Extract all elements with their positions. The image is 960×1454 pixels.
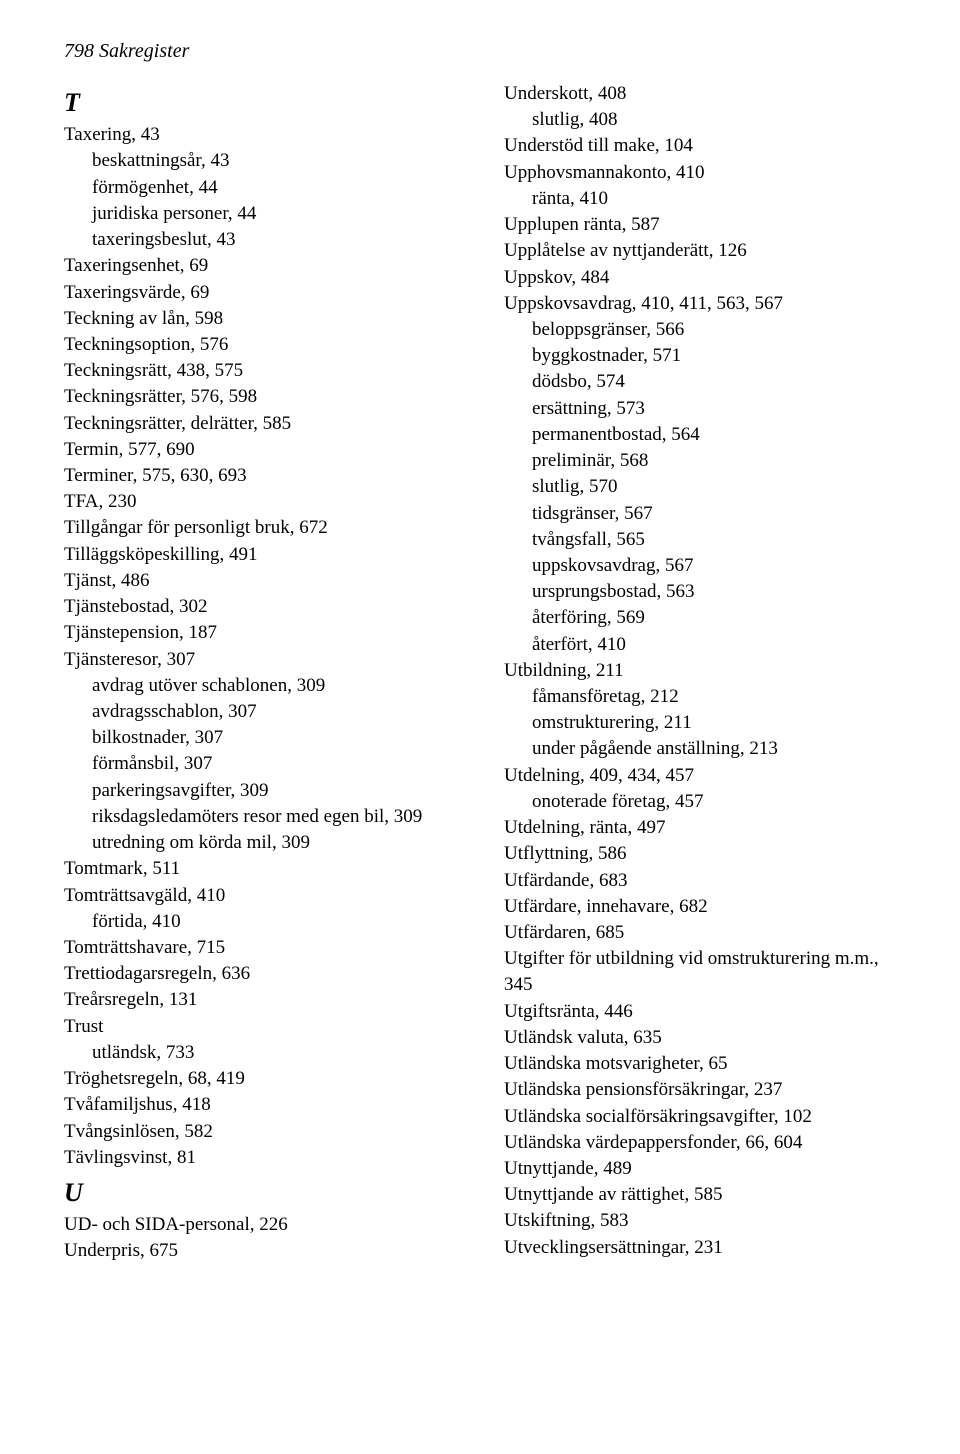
index-entry: Tomtmark, 511 [64, 856, 464, 882]
index-subentry: slutlig, 408 [504, 107, 904, 133]
section-letter: U [64, 1177, 464, 1208]
index-subentry: preliminär, 568 [504, 448, 904, 474]
index-entry: Tvångsinlösen, 582 [64, 1119, 464, 1145]
index-subentry: återföring, 569 [504, 605, 904, 631]
index-entry: Underskott, 408 [504, 81, 904, 107]
index-entry: Tröghetsregeln, 68, 419 [64, 1066, 464, 1092]
index-subentry: byggkostnader, 571 [504, 343, 904, 369]
index-entry: Utfärdande, 683 [504, 868, 904, 894]
index-subentry: tvångsfall, 565 [504, 527, 904, 553]
index-subentry: avdrag utöver schablonen, 309 [64, 673, 464, 699]
index-entry: Utländska socialförsäkringsavgifter, 102 [504, 1104, 904, 1130]
index-subentry: juridiska personer, 44 [64, 201, 464, 227]
index-entry: Upphovsmannakonto, 410 [504, 160, 904, 186]
index-subentry: slutlig, 570 [504, 474, 904, 500]
index-subentry: förtida, 410 [64, 909, 464, 935]
index-subentry: omstrukturering, 211 [504, 710, 904, 736]
index-entry: Teckningsoption, 576 [64, 332, 464, 358]
index-subentry: ersättning, 573 [504, 396, 904, 422]
index-page: 798 Sakregister T Taxering, 43beskattning… [0, 0, 960, 1305]
index-entry: Taxeringsvärde, 69 [64, 280, 464, 306]
index-entry: Utfärdaren, 685 [504, 920, 904, 946]
index-entry: Tjänstebostad, 302 [64, 594, 464, 620]
index-entry: Teckningsrätter, 576, 598 [64, 384, 464, 410]
index-subentry: tidsgränser, 567 [504, 501, 904, 527]
index-entry: Tomträttsavgäld, 410 [64, 883, 464, 909]
index-entry: Utländska motsvarigheter, 65 [504, 1051, 904, 1077]
index-entry: Tjänst, 486 [64, 568, 464, 594]
index-entry: UD- och SIDA-personal, 226 [64, 1212, 464, 1238]
index-entry: Termin, 577, 690 [64, 437, 464, 463]
index-subentry: utländsk, 733 [64, 1040, 464, 1066]
index-entry: Trettiodagarsregeln, 636 [64, 961, 464, 987]
index-entry: Uppskovsavdrag, 410, 411, 563, 567 [504, 291, 904, 317]
index-entry: Treårsregeln, 131 [64, 987, 464, 1013]
index-entry: Tjänstepension, 187 [64, 620, 464, 646]
index-subentry: beskattningsår, 43 [64, 148, 464, 174]
index-entry: Terminer, 575, 630, 693 [64, 463, 464, 489]
index-entry: Taxering, 43 [64, 122, 464, 148]
index-entry: Utgiftsränta, 446 [504, 999, 904, 1025]
index-entry: Tillgångar för personligt bruk, 672 [64, 515, 464, 541]
index-entry: Utflyttning, 586 [504, 841, 904, 867]
index-entry: Tilläggsköpeskilling, 491 [64, 542, 464, 568]
index-subentry: uppskovsavdrag, 567 [504, 553, 904, 579]
index-subentry: avdragsschablon, 307 [64, 699, 464, 725]
index-subentry: riksdagsledamöters resor med egen bil, 3… [64, 804, 464, 830]
index-entry: Tjänsteresor, 307 [64, 647, 464, 673]
index-entry: Teckningsrätter, delrätter, 585 [64, 411, 464, 437]
index-entry: Teckning av lån, 598 [64, 306, 464, 332]
index-entry: Taxeringsenhet, 69 [64, 253, 464, 279]
index-entry: Utländsk valuta, 635 [504, 1025, 904, 1051]
index-entry: Trust [64, 1014, 464, 1040]
column-left: T Taxering, 43beskattningsår, 43förmögenh… [64, 81, 464, 1265]
index-subentry: parkeringsavgifter, 309 [64, 778, 464, 804]
column-right: Underskott, 408slutlig, 408Understöd til… [504, 81, 904, 1265]
index-entry: TFA, 230 [64, 489, 464, 515]
index-subentry: dödsbo, 574 [504, 369, 904, 395]
index-entry: Utnyttjande av rättighet, 585 [504, 1182, 904, 1208]
index-subentry: beloppsgränser, 566 [504, 317, 904, 343]
index-entry: Upplåtelse av nyttjanderätt, 126 [504, 238, 904, 264]
index-entry: Tomträttshavare, 715 [64, 935, 464, 961]
index-subentry: ursprungsbostad, 563 [504, 579, 904, 605]
index-entry: Utdelning, 409, 434, 457 [504, 763, 904, 789]
index-entry: Utfärdare, innehavare, 682 [504, 894, 904, 920]
section-letter: T [64, 87, 464, 118]
index-subentry: ränta, 410 [504, 186, 904, 212]
index-subentry: utredning om körda mil, 309 [64, 830, 464, 856]
index-entry: Utbildning, 211 [504, 658, 904, 684]
index-entry: Underpris, 675 [64, 1238, 464, 1264]
index-entry: Utdelning, ränta, 497 [504, 815, 904, 841]
index-entry: Understöd till make, 104 [504, 133, 904, 159]
index-entry: Utländska värdepappersfonder, 66, 604 [504, 1130, 904, 1156]
index-entry: Tvåfamiljshus, 418 [64, 1092, 464, 1118]
index-entry: Upplupen ränta, 587 [504, 212, 904, 238]
index-subentry: onoterade företag, 457 [504, 789, 904, 815]
index-subentry: förmånsbil, 307 [64, 751, 464, 777]
index-entry: Utgifter för utbildning vid omstrukturer… [504, 946, 904, 998]
index-entry: Utskiftning, 583 [504, 1208, 904, 1234]
index-entry: Utnyttjande, 489 [504, 1156, 904, 1182]
index-subentry: permanentbostad, 564 [504, 422, 904, 448]
page-header: 798 Sakregister [64, 40, 904, 63]
index-entry: Utländska pensionsförsäkringar, 237 [504, 1077, 904, 1103]
index-subentry: taxeringsbeslut, 43 [64, 227, 464, 253]
index-subentry: fåmansföretag, 212 [504, 684, 904, 710]
index-entry: Teckningsrätt, 438, 575 [64, 358, 464, 384]
index-subentry: bilkostnader, 307 [64, 725, 464, 751]
columns: T Taxering, 43beskattningsår, 43förmögenh… [64, 81, 904, 1265]
index-subentry: återfört, 410 [504, 632, 904, 658]
index-subentry: under pågående anställning, 213 [504, 736, 904, 762]
index-entry: Uppskov, 484 [504, 265, 904, 291]
index-entry: Utvecklingsersättningar, 231 [504, 1235, 904, 1261]
index-subentry: förmögenhet, 44 [64, 175, 464, 201]
index-entry: Tävlingsvinst, 81 [64, 1145, 464, 1171]
